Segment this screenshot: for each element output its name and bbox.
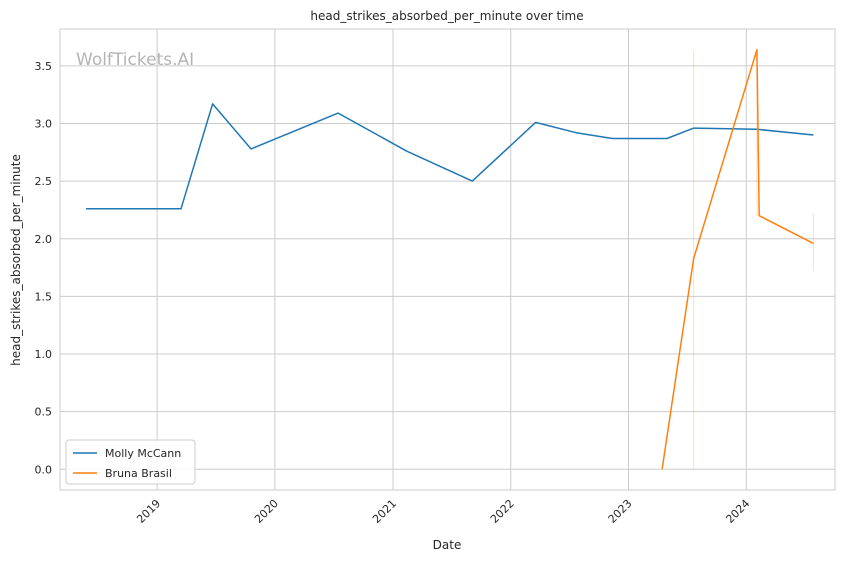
y-axis-label: head_strikes_absorbed_per_minute: [9, 154, 23, 366]
series-line-molly-mccann: [86, 103, 814, 210]
series-line-bruna-brasil: [661, 48, 814, 470]
y-tick-label: 2.0: [35, 233, 53, 246]
y-tick-label: 3.0: [35, 118, 53, 131]
x-tick-label: 2019: [134, 497, 163, 526]
y-tick-label: 2.5: [35, 175, 53, 188]
y-tick-label: 0.0: [35, 463, 53, 476]
series-layer: [86, 48, 814, 470]
legend: Molly McCann Bruna Brasil: [65, 439, 196, 485]
x-tick-label: 2021: [370, 497, 399, 526]
x-tick-label: 2022: [488, 497, 517, 526]
y-tick-label: 1.5: [35, 290, 53, 303]
legend-box: [65, 439, 196, 485]
legend-label-bruna-brasil: Bruna Brasil: [105, 467, 172, 480]
legend-label-molly-mccann: Molly McCann: [105, 447, 181, 460]
x-tick-label: 2023: [606, 497, 635, 526]
y-tick-label: 1.0: [35, 348, 53, 361]
x-tick-label: 2020: [252, 497, 281, 526]
x-axis-label: Date: [433, 538, 462, 552]
plot-area: [59, 28, 836, 491]
x-tick-label: 2024: [723, 497, 752, 526]
watermark: WolfTickets.AI: [76, 50, 194, 70]
chart-title: head_strikes_absorbed_per_minute over ti…: [310, 9, 583, 23]
y-tick-label: 3.5: [35, 60, 53, 73]
y-tick-label: 0.5: [35, 406, 53, 419]
